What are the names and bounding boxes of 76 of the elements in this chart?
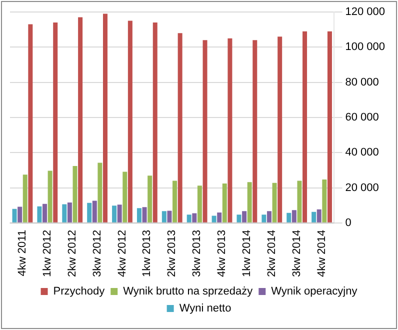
bar — [142, 207, 147, 222]
bar — [192, 213, 197, 222]
bar — [197, 186, 202, 222]
y-tick-label: 120 000 — [345, 6, 386, 18]
bar — [292, 210, 296, 222]
x-tick-label: 2kw 2013 — [166, 230, 178, 278]
bar — [202, 40, 208, 222]
legend-label: Wynik operacyjny — [271, 286, 358, 298]
x-tick-label: 4kw 2013 — [216, 230, 228, 278]
bar — [42, 204, 48, 222]
y-tick-label: 0 — [345, 216, 352, 229]
bar — [162, 211, 166, 222]
bar — [112, 206, 117, 222]
bar — [262, 214, 266, 222]
bar — [228, 38, 232, 222]
bar — [172, 180, 178, 222]
x-tick-label: 4kw 2011 — [16, 230, 28, 276]
bar — [316, 209, 322, 222]
bar — [152, 22, 158, 222]
bar — [302, 31, 308, 222]
x-tick-label: 4kw 2014 — [316, 230, 328, 278]
bar — [266, 211, 272, 222]
bar — [136, 208, 142, 222]
bar — [148, 176, 152, 222]
bar — [178, 33, 182, 222]
bar — [87, 202, 92, 222]
x-tick-label: 1kw 2014 — [240, 230, 253, 278]
x-tick-label: 3kw 2014 — [290, 230, 303, 278]
bar — [12, 208, 17, 222]
x-tick-label: 2kw 2014 — [266, 230, 278, 278]
legend-label: Wynik brutto na sprzedaży — [123, 286, 254, 298]
bar — [18, 206, 22, 222]
bar — [252, 40, 258, 222]
bar — [327, 31, 332, 222]
y-tick-label: 80 000 — [345, 76, 379, 88]
x-tick-label: 1kw 2012 — [41, 230, 54, 278]
bar — [37, 206, 42, 222]
bar — [67, 202, 72, 222]
bar — [217, 212, 222, 222]
x-tick-label: 2kw 2012 — [66, 230, 78, 278]
x-tick-label: 1kw 2013 — [141, 230, 154, 278]
bar — [186, 214, 192, 222]
bar — [236, 214, 242, 222]
y-tick-label: 20 000 — [345, 182, 379, 194]
bar — [78, 17, 83, 222]
bar — [297, 180, 302, 222]
bar — [322, 180, 327, 222]
bar — [72, 166, 78, 222]
bar — [122, 172, 128, 222]
bar — [286, 212, 292, 222]
x-tick-label: 4kw 2012 — [116, 230, 128, 278]
y-tick-label: 60 000 — [345, 111, 379, 124]
bar — [62, 204, 67, 222]
bar — [212, 216, 216, 222]
bar — [98, 162, 102, 222]
y-tick-label: 100 000 — [345, 41, 386, 54]
bar — [48, 170, 52, 222]
x-tick-label: 3kw 2012 — [91, 230, 104, 278]
legend-label: Wyni netto — [179, 302, 232, 315]
bar — [312, 212, 316, 222]
bar — [22, 174, 28, 222]
bar — [222, 184, 227, 222]
x-tick-label: 3kw 2013 — [191, 230, 204, 278]
legend-label: Przychody — [53, 286, 106, 298]
bar — [128, 20, 132, 222]
y-tick-label: 40 000 — [345, 146, 379, 159]
bar — [272, 182, 277, 222]
bar — [53, 22, 58, 222]
bar — [242, 211, 247, 222]
bar — [28, 24, 33, 222]
bar — [278, 36, 282, 222]
bar — [117, 204, 122, 222]
bar — [247, 182, 252, 222]
bar — [102, 14, 108, 222]
bar — [167, 210, 172, 222]
bar — [92, 200, 97, 222]
